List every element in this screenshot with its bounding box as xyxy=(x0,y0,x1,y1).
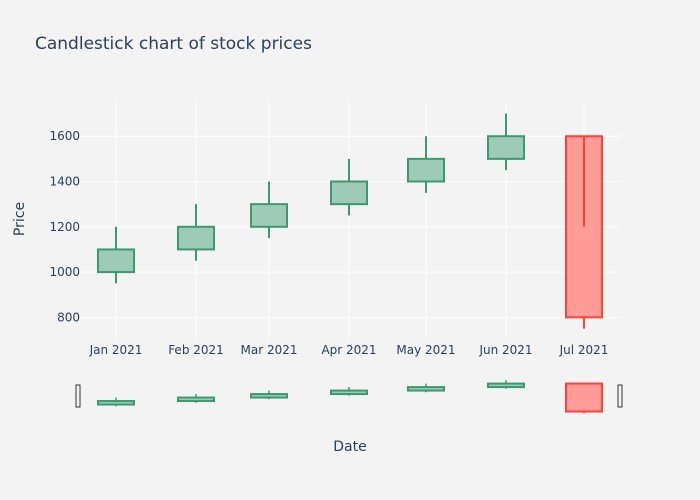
y-tick-label: 1200 xyxy=(49,220,80,234)
range-slider-right-handle[interactable] xyxy=(617,384,623,408)
y-axis-label: Price xyxy=(12,202,28,236)
range-slider[interactable] xyxy=(75,380,623,414)
candle-layer xyxy=(97,113,603,329)
y-tick-label: 800 xyxy=(57,310,80,324)
slider-candle-body xyxy=(250,393,288,399)
candle[interactable] xyxy=(330,158,368,216)
slider-candle-body xyxy=(487,382,525,389)
candle-body xyxy=(330,180,368,206)
range-slider-left-handle[interactable] xyxy=(75,384,81,408)
slider-candle xyxy=(177,394,215,403)
grid-layer xyxy=(80,100,620,340)
slider-candle xyxy=(250,390,288,400)
slider-candle-body xyxy=(177,396,215,403)
candle[interactable] xyxy=(250,181,288,239)
chart-title: Candlestick chart of stock prices xyxy=(35,34,312,54)
x-axis-label: Date xyxy=(333,439,366,455)
x-tick-label: Jan 2021 xyxy=(89,343,143,357)
candle-body xyxy=(487,135,525,160)
y-tick-label: 1600 xyxy=(49,129,80,143)
candle[interactable] xyxy=(177,204,215,261)
candle-body xyxy=(407,157,445,183)
candle[interactable] xyxy=(565,135,603,329)
y-tick-label: 1000 xyxy=(49,265,80,279)
x-tick-label: Mar 2021 xyxy=(241,343,298,357)
candle-body xyxy=(97,248,135,274)
x-tick-label: May 2021 xyxy=(396,343,455,357)
x-tick-label: Feb 2021 xyxy=(168,343,224,357)
slider-candle xyxy=(330,387,368,396)
slider-candle xyxy=(407,383,445,393)
slider-candle-body xyxy=(407,386,445,392)
slider-candle xyxy=(487,380,525,389)
slider-candle-body xyxy=(330,389,368,396)
candle[interactable] xyxy=(487,113,525,171)
tick-layer: 800 1000 1200 1400 1600 Jan 2021 Feb 2021 Mar 2… xyxy=(49,129,608,357)
slider-candle xyxy=(565,382,603,414)
candle-body xyxy=(177,225,215,251)
x-tick-label: Jun 2021 xyxy=(478,343,532,357)
y-tick-label: 1400 xyxy=(49,175,80,189)
x-tick-label: Jul 2021 xyxy=(559,343,609,357)
candle[interactable] xyxy=(407,136,445,193)
candle[interactable] xyxy=(97,226,135,284)
candle-body xyxy=(250,203,288,228)
slider-candle-body xyxy=(97,400,135,406)
slider-candle xyxy=(97,397,135,407)
slider-candle-body xyxy=(565,382,603,413)
x-tick-label: Apr 2021 xyxy=(321,343,376,357)
